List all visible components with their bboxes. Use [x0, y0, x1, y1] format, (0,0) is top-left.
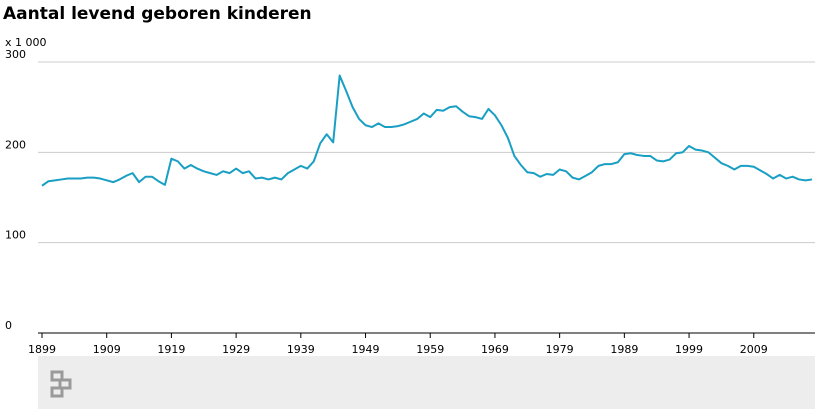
x-tick-label: 1979 — [546, 343, 574, 356]
y-tick-label: 300 — [5, 48, 26, 61]
y-tick-label: 100 — [5, 229, 26, 242]
logo — [50, 370, 72, 398]
chart-title: Aantal levend geboren kinderen — [3, 4, 312, 24]
x-tick-label: 1919 — [157, 343, 185, 356]
x-tick-label: 1959 — [416, 343, 444, 356]
x-tick-label: 1949 — [352, 343, 380, 356]
data-line — [41, 74, 813, 187]
x-tick-label: 1999 — [675, 343, 703, 356]
x-tick-label: 2009 — [740, 343, 768, 356]
footer — [38, 356, 815, 409]
x-tick-label: 1909 — [93, 343, 121, 356]
x-tick-label: 1929 — [222, 343, 250, 356]
y-tick-label: 200 — [5, 138, 26, 151]
y-tick-label: 0 — [5, 319, 12, 332]
x-tick-label: 1969 — [481, 343, 509, 356]
x-tick-label: 1989 — [610, 343, 638, 356]
y-unit-label: x 1 000 — [5, 36, 47, 49]
x-tick-label: 1899 — [28, 343, 56, 356]
x-tick-label: 1939 — [287, 343, 315, 356]
